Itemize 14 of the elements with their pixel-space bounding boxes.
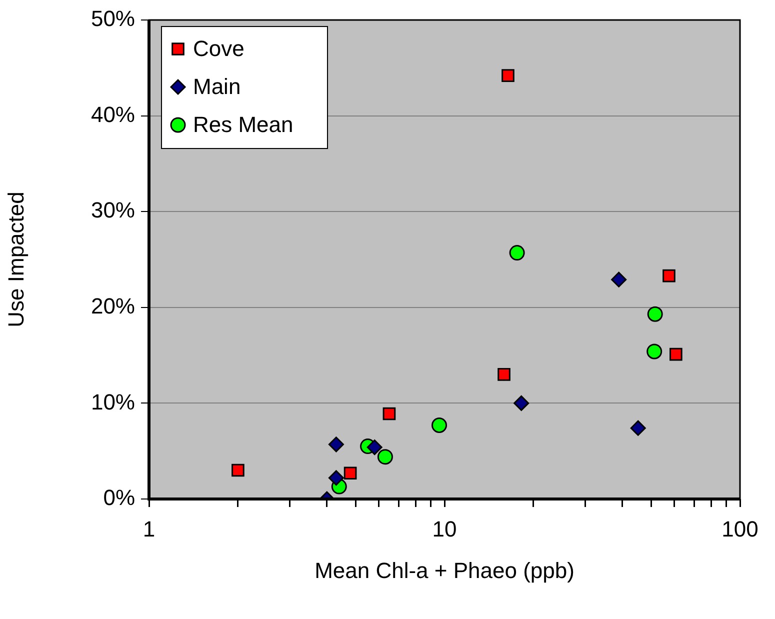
y-axis-title: Use Impacted — [3, 192, 28, 328]
x-tick-label: 1 — [142, 516, 156, 542]
y-tick-label: 40% — [90, 102, 135, 127]
x-tick-label: 100 — [722, 516, 758, 542]
y-tick-label: 20% — [90, 293, 135, 318]
y-tick-label: 10% — [90, 389, 135, 414]
x-axis-title: Mean Chl-a + Phaeo (ppb) — [314, 558, 574, 583]
x-tick-label: 10 — [432, 516, 457, 542]
y-tick-label: 30% — [90, 198, 135, 223]
legend-label: Main — [193, 74, 241, 100]
legend-label: Cove — [193, 36, 244, 62]
y-tick-label: 0% — [103, 485, 135, 510]
y-tick-label: 50% — [90, 6, 135, 32]
legend-label: Res Mean — [193, 112, 294, 138]
